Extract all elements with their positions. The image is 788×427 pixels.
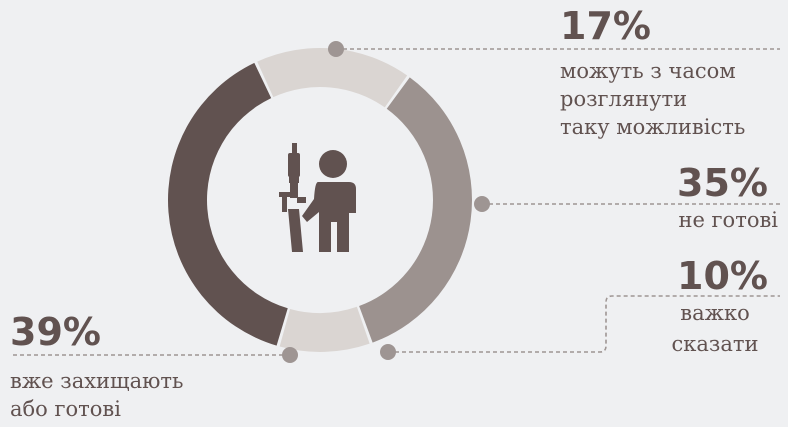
- slice-17-percent: 17%: [560, 4, 651, 48]
- donut-slice-17: [257, 48, 408, 108]
- slice-10-label-line-1: важко: [680, 301, 750, 325]
- slice-39-label-line-1: вже захищають: [10, 369, 184, 393]
- slice-35-percent: 35%: [677, 161, 768, 205]
- slice-10-percent: 10%: [677, 254, 768, 298]
- slice-35-label-line-1: не готові: [678, 208, 778, 232]
- leader-dot-39: [282, 347, 298, 363]
- slice-10-label-line-2: сказати: [671, 332, 759, 356]
- donut-slices: [167, 48, 472, 352]
- slice-39-percent: 39%: [10, 310, 101, 354]
- leader-dot-35: [474, 196, 490, 212]
- slice-39-label-line-2: або готові: [10, 397, 121, 421]
- donut-slice-39: [167, 62, 288, 346]
- soldier-with-rifle-icon: [279, 143, 356, 252]
- leader-dots: [282, 41, 490, 363]
- leader-dot-10: [380, 344, 396, 360]
- slice-17-label-line-2: розглянути: [560, 87, 688, 111]
- slice-17-label-line-3: таку можливість: [560, 115, 746, 139]
- donut-slice-10: [279, 306, 370, 352]
- leader-lines: [10, 48, 780, 356]
- leader-dot-17: [328, 41, 344, 57]
- donut-slice-35: [359, 77, 472, 343]
- slice-17-label-line-1: можуть з часом: [560, 59, 736, 83]
